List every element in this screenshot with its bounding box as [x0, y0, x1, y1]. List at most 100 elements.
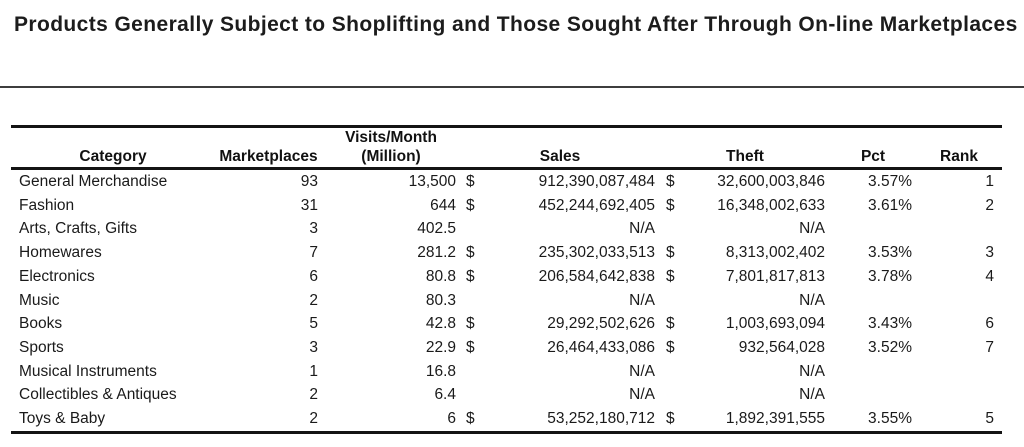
dollar-sign-icon: $: [466, 315, 475, 333]
marketplaces-cell: 2: [309, 386, 318, 404]
dollar-sign-icon: $: [666, 315, 675, 333]
category-cell: Toys & Baby: [19, 410, 106, 428]
category-cell: Musical Instruments: [19, 362, 157, 380]
rank-cell: 5: [985, 410, 994, 428]
sales-value: N/A: [629, 386, 655, 404]
sales-cell: $ 206,584,642,838: [460, 265, 660, 289]
sales-value: N/A: [629, 362, 655, 380]
marketplaces-cell: 6: [309, 267, 318, 285]
sales-value: 206,584,642,838: [538, 267, 655, 285]
pct-cell: 3.55%: [868, 410, 912, 428]
col-header-visits: Visits/Month (Million): [322, 126, 460, 170]
pct-cell: [830, 217, 916, 241]
visits-cell: 42.8: [425, 315, 456, 333]
col-header-pct: Pct: [830, 126, 916, 170]
table-row: Books 5 42.8 $ 29,292,502,626 $ 1,003,69…: [11, 312, 1002, 336]
category-cell: Electronics: [19, 267, 95, 285]
pct-cell: 3.43%: [868, 315, 912, 333]
sales-cell: $ 912,390,087,484: [460, 169, 660, 194]
col-header-visits-line2: (Million): [361, 148, 421, 165]
rank-cell: 2: [985, 196, 994, 214]
marketplaces-cell: 5: [309, 315, 318, 333]
table-row: Musical Instruments 1 16.8 N/A N/A: [11, 360, 1002, 384]
dollar-sign-icon: $: [466, 173, 475, 190]
visits-cell: 80.3: [425, 291, 456, 309]
marketplaces-cell: 1: [309, 362, 318, 380]
table-row: Fashion 31 644 $ 452,244,692,405 $ 16,34…: [11, 194, 1002, 218]
pct-cell: [830, 289, 916, 313]
dollar-sign-icon: $: [666, 196, 675, 214]
col-header-marketplaces: Marketplaces: [215, 126, 322, 170]
dollar-sign-icon: $: [466, 338, 475, 356]
visits-cell: 13,500: [408, 173, 456, 190]
table-row: General Merchandise 93 13,500 $ 912,390,…: [11, 169, 1002, 194]
rank-cell: 7: [985, 338, 994, 356]
sales-value: 235,302,033,513: [538, 244, 655, 262]
theft-cell: $ 1,003,693,094: [660, 312, 830, 336]
theft-value: 8,313,002,402: [725, 244, 825, 262]
table-body: General Merchandise 93 13,500 $ 912,390,…: [11, 169, 1002, 433]
category-cell: Music: [19, 291, 60, 309]
data-table-wrap: Category Marketplaces Visits/Month (Mill…: [11, 125, 1002, 434]
category-cell: Sports: [19, 338, 64, 356]
sales-value: 452,244,692,405: [538, 196, 655, 214]
theft-value: N/A: [799, 220, 825, 238]
theft-value: 32,600,003,846: [717, 173, 825, 190]
dollar-sign-icon: $: [666, 267, 675, 285]
sales-value: 53,252,180,712: [547, 410, 655, 428]
col-header-category: Category: [11, 126, 215, 170]
theft-value: N/A: [799, 291, 825, 309]
sales-value: N/A: [629, 220, 655, 238]
sales-cell: N/A: [460, 217, 660, 241]
theft-value: 932,564,028: [738, 338, 825, 356]
sales-value: 912,390,087,484: [538, 173, 655, 190]
theft-cell: N/A: [660, 383, 830, 407]
table-row: Music 2 80.3 N/A N/A: [11, 289, 1002, 313]
pct-cell: 3.78%: [868, 267, 912, 285]
category-cell: General Merchandise: [19, 173, 168, 190]
theft-cell: $ 16,348,002,633: [660, 194, 830, 218]
visits-cell: 281.2: [417, 244, 456, 262]
theft-cell: $ 932,564,028: [660, 336, 830, 360]
table-row: Electronics 6 80.8 $ 206,584,642,838 $ 7…: [11, 265, 1002, 289]
sales-cell: $ 26,464,433,086: [460, 336, 660, 360]
sales-value: 29,292,502,626: [547, 315, 655, 333]
data-table: Category Marketplaces Visits/Month (Mill…: [11, 125, 1002, 434]
title-divider: [0, 86, 1024, 88]
table-row: Arts, Crafts, Gifts 3 402.5 N/A N/A: [11, 217, 1002, 241]
visits-cell: 80.8: [425, 267, 456, 285]
pct-cell: 3.52%: [868, 338, 912, 356]
rank-cell: [916, 383, 1002, 407]
sales-cell: N/A: [460, 360, 660, 384]
table-row: Collectibles & Antiques 2 6.4 N/A N/A: [11, 383, 1002, 407]
theft-cell: $ 8,313,002,402: [660, 241, 830, 265]
visits-cell: 6: [447, 410, 456, 428]
theft-value: 7,801,817,813: [725, 267, 825, 285]
theft-cell: $ 7,801,817,813: [660, 265, 830, 289]
theft-value: 1,892,391,555: [725, 410, 825, 428]
marketplaces-cell: 31: [300, 196, 318, 214]
col-header-rank: Rank: [916, 126, 1002, 170]
theft-cell: N/A: [660, 217, 830, 241]
marketplaces-cell: 7: [309, 244, 318, 262]
category-cell: Arts, Crafts, Gifts: [19, 220, 137, 238]
rank-cell: 4: [985, 267, 994, 285]
dollar-sign-icon: $: [466, 410, 475, 428]
category-cell: Collectibles & Antiques: [19, 386, 177, 404]
theft-value: 1,003,693,094: [725, 315, 825, 333]
theft-cell: N/A: [660, 360, 830, 384]
sales-cell: $ 29,292,502,626: [460, 312, 660, 336]
sales-cell: N/A: [460, 289, 660, 313]
marketplaces-cell: 3: [309, 220, 318, 238]
dollar-sign-icon: $: [666, 173, 675, 190]
pct-cell: [830, 360, 916, 384]
sales-value: N/A: [629, 291, 655, 309]
dollar-sign-icon: $: [666, 410, 675, 428]
dollar-sign-icon: $: [666, 244, 675, 262]
sales-value: 26,464,433,086: [547, 338, 655, 356]
category-cell: Books: [19, 315, 63, 333]
marketplaces-cell: 3: [309, 338, 318, 356]
col-header-sales: Sales: [460, 126, 660, 170]
theft-value: 16,348,002,633: [717, 196, 825, 214]
sales-cell: $ 53,252,180,712: [460, 407, 660, 432]
